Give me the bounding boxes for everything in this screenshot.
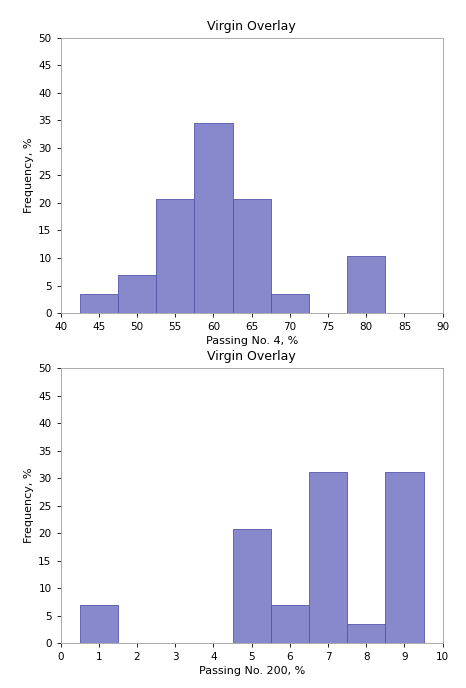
Y-axis label: Frequency, %: Frequency, % (24, 468, 34, 544)
X-axis label: Passing No. 200, %: Passing No. 200, % (199, 667, 305, 676)
Bar (80, 605, 118, 643)
Bar (118, 275, 156, 313)
Bar (347, 624, 385, 643)
Bar (80, 294, 118, 313)
Bar (271, 605, 309, 643)
Bar (271, 294, 309, 313)
Title: Virgin Overlay: Virgin Overlay (207, 19, 296, 32)
Bar (156, 199, 194, 313)
Bar (194, 123, 233, 313)
Bar (385, 473, 424, 643)
Y-axis label: Frequency, %: Frequency, % (24, 138, 34, 213)
Bar (309, 473, 347, 643)
Bar (233, 199, 271, 313)
X-axis label: Passing No. 4, %: Passing No. 4, % (206, 336, 298, 346)
Bar (347, 256, 385, 313)
Title: Virgin Overlay: Virgin Overlay (207, 350, 296, 363)
Bar (233, 529, 271, 643)
